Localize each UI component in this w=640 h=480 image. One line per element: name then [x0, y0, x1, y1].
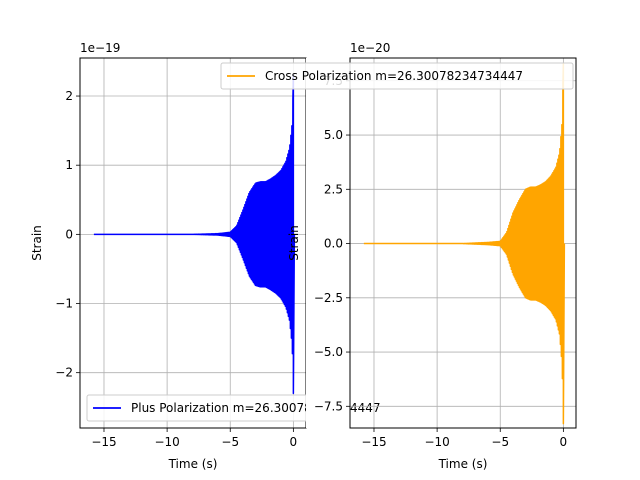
x-tick-label: −10	[154, 435, 179, 449]
y-tick-label: −5.0	[314, 345, 343, 359]
y-tick-label: 2.5	[324, 182, 343, 196]
cross-legend: Cross Polarization m=26.30078234734447	[220, 62, 574, 90]
x-tick-label: −5	[221, 435, 239, 449]
cross-x-axis-label: Time (s)	[438, 457, 488, 471]
cross-series	[363, 62, 566, 425]
x-tick-label: −10	[424, 435, 449, 449]
x-tick-label: −5	[491, 435, 509, 449]
y-tick-label: 1	[65, 158, 73, 172]
y-tick-label: −7.5	[314, 399, 343, 413]
waveform-line	[363, 62, 566, 425]
cross-legend-box	[220, 62, 574, 90]
plus-x-axis-label: Time (s)	[168, 457, 218, 471]
y-tick-label: −2.5	[314, 291, 343, 305]
y-tick-label: 0.0	[324, 237, 343, 251]
x-tick-label: −15	[361, 435, 386, 449]
y-tick-label: 5.0	[324, 128, 343, 142]
x-tick-label: 0	[560, 435, 568, 449]
x-tick-label: −15	[91, 435, 116, 449]
x-tick-label: 0	[290, 435, 298, 449]
y-tick-label: −1	[55, 297, 73, 311]
cross-y-axis-label: Strain	[287, 225, 301, 261]
y-tick-label: 2	[65, 89, 73, 103]
waveform-line	[93, 74, 296, 395]
plus-offset-label: 1e−19	[80, 41, 120, 55]
axes-gap	[306, 58, 350, 428]
plus-y-axis-label: Strain	[30, 225, 44, 261]
y-tick-label: 0	[65, 227, 73, 241]
plus-series	[93, 74, 296, 395]
cross-offset-label: 1e−20	[350, 41, 390, 55]
cross-axes-frame	[349, 57, 577, 429]
y-tick-label: −2	[55, 366, 73, 380]
cross-legend-label: Cross Polarization m=26.30078234734447	[265, 69, 523, 83]
cross-polarization-axes: −15−10−50−7.5−5.0−2.50.02.55.07.5 1e−20 …	[220, 41, 577, 471]
